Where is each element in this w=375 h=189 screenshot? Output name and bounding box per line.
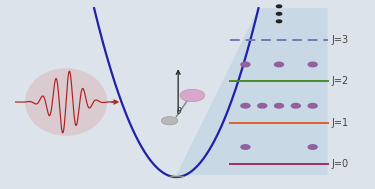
Text: J=3: J=3	[332, 35, 348, 45]
Circle shape	[241, 145, 250, 149]
Circle shape	[241, 104, 250, 108]
Text: $\theta$: $\theta$	[176, 105, 183, 116]
Circle shape	[291, 104, 300, 108]
Circle shape	[258, 104, 267, 108]
Circle shape	[161, 117, 178, 125]
Ellipse shape	[25, 68, 107, 136]
Circle shape	[276, 5, 282, 8]
Circle shape	[276, 20, 282, 23]
Text: J=1: J=1	[332, 118, 348, 128]
Circle shape	[308, 145, 317, 149]
Circle shape	[180, 89, 205, 102]
Text: J=0: J=0	[332, 159, 348, 169]
Circle shape	[276, 12, 282, 15]
Circle shape	[274, 104, 284, 108]
Text: J=2: J=2	[332, 76, 349, 86]
Circle shape	[308, 104, 317, 108]
Circle shape	[308, 62, 317, 67]
Circle shape	[241, 62, 250, 67]
Polygon shape	[176, 8, 328, 175]
Circle shape	[274, 62, 284, 67]
